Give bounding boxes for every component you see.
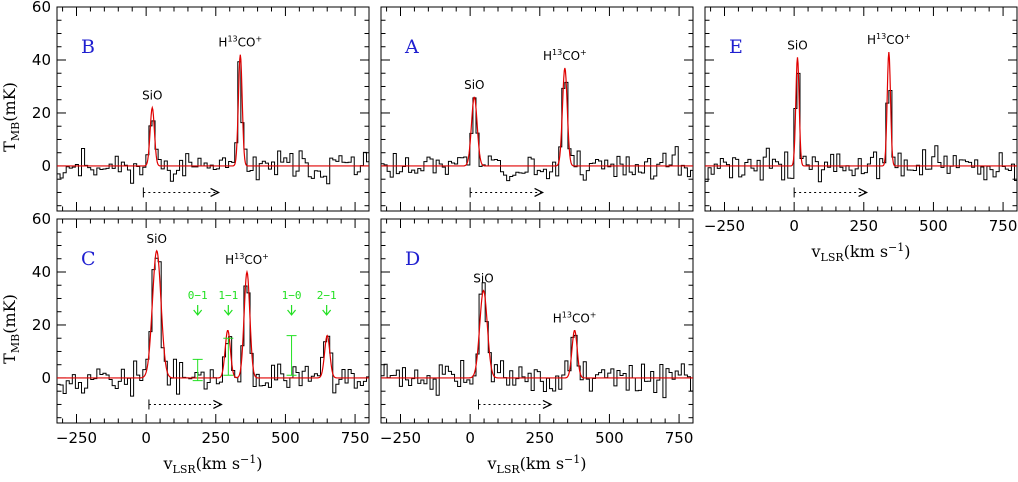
panel-frame bbox=[380, 218, 694, 424]
x-tick-label: 0 bbox=[141, 429, 151, 447]
hfs-arrow bbox=[322, 304, 332, 316]
x-tick-label: 250 bbox=[849, 217, 878, 235]
panel-label: C bbox=[81, 248, 96, 270]
x-tick-label: 500 bbox=[271, 429, 300, 447]
hfs-errorbar bbox=[286, 335, 297, 376]
panel-C: 0 20 40 60 TMB(mK) −250 0 250 500 750 vLSR(km s−1)… bbox=[0, 210, 370, 476]
line-label-sio: SiO bbox=[147, 232, 167, 246]
y-axis-title: TMB(mK) bbox=[0, 82, 22, 152]
gaussian-fit bbox=[57, 54, 369, 167]
panel-label: B bbox=[81, 36, 95, 58]
y-tick-label: 60 bbox=[32, 0, 51, 16]
x-tick-label: −250 bbox=[380, 429, 421, 447]
line-label-h13co: H13CO+ bbox=[225, 252, 269, 267]
line-label-h13co: H13CO+ bbox=[543, 48, 587, 63]
hfs-label: 2−1 bbox=[317, 289, 337, 302]
spectrum-histogram bbox=[57, 257, 369, 397]
panel-frame bbox=[704, 6, 1018, 212]
hfs-label: 1−0 bbox=[282, 289, 302, 302]
x-tick-label: 0 bbox=[465, 429, 475, 447]
hfs-label: 0−1 bbox=[188, 289, 208, 302]
x-tick-label: −250 bbox=[56, 429, 97, 447]
spectrum-histogram bbox=[381, 81, 693, 182]
range-arrow-head bbox=[542, 399, 553, 410]
panel-frame bbox=[380, 6, 694, 212]
x-tick-label: 750 bbox=[665, 429, 694, 447]
hfs-label: 1−1 bbox=[218, 289, 238, 302]
x-axis-title: vLSR(km s−1) bbox=[162, 453, 262, 476]
x-tick-label: 250 bbox=[525, 429, 554, 447]
panel-B: 0 20 40 60 TMB(mK) B SiO H13CO+ bbox=[0, 0, 370, 212]
y-tick-label: 40 bbox=[32, 263, 51, 281]
gaussian-fit bbox=[705, 51, 1017, 167]
range-arrow-head bbox=[213, 399, 223, 410]
x-tick-label: 500 bbox=[919, 217, 948, 235]
x-tick-label: 0 bbox=[789, 217, 799, 235]
gaussian-fit bbox=[381, 67, 693, 167]
panel-D: −250 0 250 500 750 vLSR(km s−1) D SiO H13CO+ bbox=[380, 218, 694, 476]
line-label-sio: SiO bbox=[473, 272, 493, 286]
line-label-h13co: H13CO+ bbox=[867, 32, 911, 47]
hfs-errorbar bbox=[192, 358, 203, 382]
range-arrow-head bbox=[534, 187, 545, 198]
y-tick-label: 0 bbox=[41, 157, 51, 175]
panel-label: E bbox=[729, 36, 743, 58]
x-tick-label: 250 bbox=[201, 429, 230, 447]
panel-E: −250 0 250 500 750 vLSR(km s−1) E SiO H13CO+ bbox=[704, 6, 1018, 264]
gaussian-fit bbox=[381, 289, 693, 379]
y-tick-label: 40 bbox=[32, 51, 51, 69]
gaussian-fit bbox=[57, 249, 369, 379]
y-tick-label: 20 bbox=[32, 104, 51, 122]
line-label-sio: SiO bbox=[787, 38, 807, 52]
line-label-h13co: H13CO+ bbox=[553, 310, 597, 325]
x-tick-label: 750 bbox=[989, 217, 1018, 235]
hfs-errorbar bbox=[223, 337, 234, 376]
line-label-sio: SiO bbox=[142, 89, 162, 103]
line-label-sio: SiO bbox=[464, 78, 484, 92]
range-arrow-head bbox=[858, 187, 869, 198]
x-tick-label: 750 bbox=[341, 429, 370, 447]
range-arrow-head bbox=[210, 187, 221, 198]
x-axis-title: vLSR(km s−1) bbox=[810, 241, 910, 264]
panel-label: A bbox=[404, 36, 419, 58]
spectrum-histogram bbox=[381, 282, 693, 399]
hfs-arrow bbox=[193, 304, 203, 316]
y-tick-label: 60 bbox=[32, 210, 51, 228]
hfs-arrow bbox=[287, 304, 297, 316]
x-tick-label: 500 bbox=[595, 429, 624, 447]
y-tick-label: 20 bbox=[32, 316, 51, 334]
hfs-arrow bbox=[223, 304, 233, 316]
line-label-h13co: H13CO+ bbox=[218, 35, 262, 50]
panel-frame bbox=[56, 6, 370, 212]
y-axis-title: TMB(mK) bbox=[0, 294, 22, 364]
panel-frame bbox=[56, 218, 370, 424]
x-axis-title: vLSR(km s−1) bbox=[486, 453, 586, 476]
panel-A: A SiO H13CO+ bbox=[380, 6, 694, 212]
y-tick-label: 0 bbox=[41, 369, 51, 387]
panel-label: D bbox=[405, 248, 420, 270]
spectrum-histogram bbox=[57, 61, 369, 185]
x-tick-label: −250 bbox=[704, 217, 745, 235]
